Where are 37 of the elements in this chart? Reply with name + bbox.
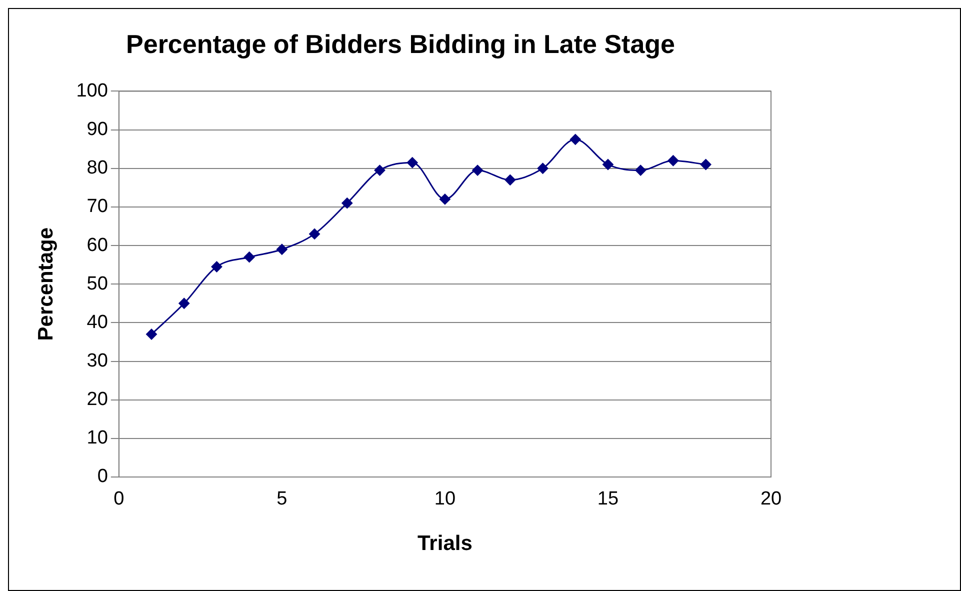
y-tick-label: 60 — [86, 234, 108, 256]
point — [342, 198, 353, 209]
x-tick-label: 10 — [434, 488, 456, 510]
point — [700, 159, 712, 170]
x-tick-label: 15 — [597, 488, 619, 510]
point — [211, 261, 222, 272]
point — [309, 228, 320, 240]
point — [570, 134, 581, 145]
point — [537, 162, 548, 174]
y-tick-label: 30 — [86, 350, 108, 372]
y-tick-label: 80 — [86, 158, 108, 179]
y-tick-label: 40 — [86, 312, 108, 333]
y-axis-title: Percentage — [34, 227, 58, 341]
point — [635, 164, 646, 176]
point — [374, 164, 386, 176]
point — [406, 157, 418, 168]
x-tick-label: 5 — [276, 488, 288, 510]
y-tick-label: 0 — [97, 466, 108, 488]
y-tick-label: 10 — [86, 428, 108, 449]
x-axis-title: Trials — [418, 532, 472, 556]
point — [439, 194, 450, 205]
point — [178, 298, 190, 309]
y-tick-label: 70 — [86, 196, 108, 218]
point — [276, 244, 288, 255]
y-tick-label: 50 — [86, 273, 108, 294]
point — [146, 328, 158, 340]
x-tick-label: 0 — [114, 488, 124, 510]
x-tick-label: 20 — [760, 488, 782, 510]
y-tick-label: 90 — [86, 119, 108, 140]
point — [244, 252, 255, 263]
point — [602, 159, 614, 170]
chart-title: Percentage of Bidders Bidding in Late Stage — [126, 28, 675, 59]
point — [668, 155, 679, 166]
point — [504, 174, 516, 186]
y-tick-label: 20 — [86, 389, 108, 410]
point — [472, 164, 484, 176]
y-tick-label: 100 — [76, 80, 108, 102]
